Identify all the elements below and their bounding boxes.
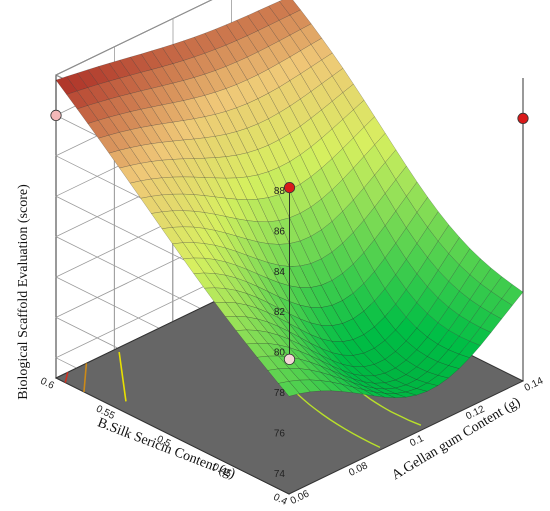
floor-contour	[118, 351, 127, 402]
z-tick-label: 74	[274, 469, 286, 480]
response-surface	[55, 0, 524, 398]
design-points	[50, 80, 529, 365]
floor-contour	[83, 363, 88, 392]
z-tick-label: 84	[274, 267, 286, 278]
z-tick-label: 86	[274, 226, 286, 237]
y-tick-label: 0.4	[271, 492, 289, 508]
floor-contour	[64, 372, 69, 383]
design-point	[50, 109, 62, 122]
z-tick-label: 76	[274, 428, 286, 439]
x-tick-label: 0.14	[523, 375, 546, 394]
z-tick-label: 78	[274, 388, 286, 399]
design-point	[283, 182, 296, 194]
surface-facet	[501, 284, 524, 306]
y-tick-label: 0.6	[38, 376, 56, 392]
z-axis-label: Biological Scaffold Evaluation (score)	[16, 184, 31, 400]
z-tick-label: 82	[274, 307, 286, 318]
z-tick-label: 80	[274, 348, 286, 359]
z-tick-label: 88	[274, 186, 286, 197]
design-point	[283, 353, 296, 365]
design-point	[517, 112, 529, 125]
